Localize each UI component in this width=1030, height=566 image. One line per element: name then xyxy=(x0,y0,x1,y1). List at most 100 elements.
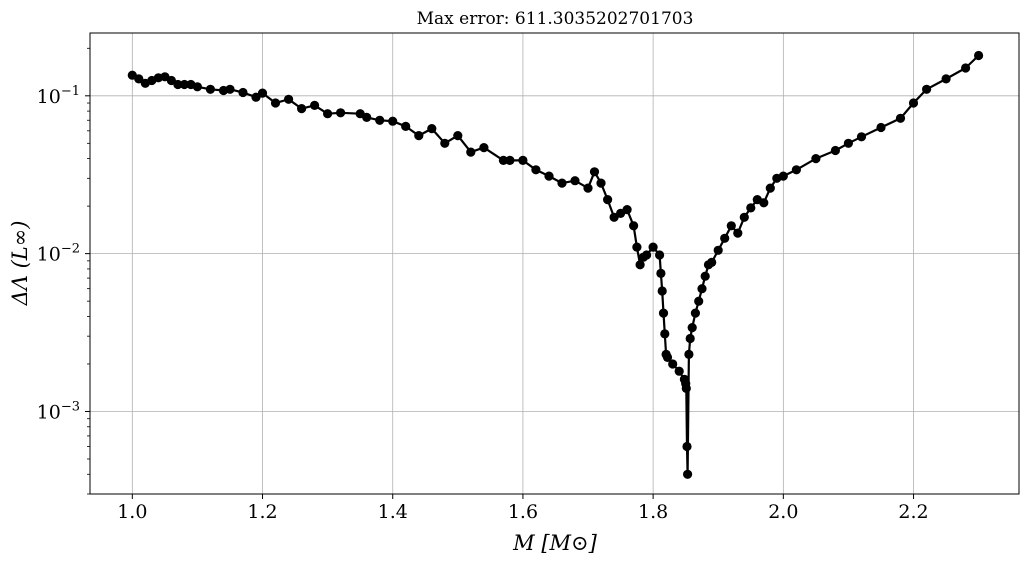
data-point xyxy=(179,79,189,90)
x-tick-label: 1.4 xyxy=(378,501,408,523)
data-point xyxy=(622,205,632,215)
data-point xyxy=(726,221,736,231)
y-axis-label: ΔΛ (L∞) xyxy=(8,221,32,307)
data-point xyxy=(707,257,717,267)
data-point xyxy=(895,113,906,123)
data-point xyxy=(856,132,867,142)
series-layer xyxy=(127,50,984,479)
data-point xyxy=(544,171,554,181)
data-point xyxy=(690,308,701,318)
y-tick-label: 10−2 xyxy=(37,242,80,266)
data-point xyxy=(733,228,743,238)
data-point xyxy=(603,195,613,205)
data-point xyxy=(656,268,666,278)
data-point xyxy=(908,98,919,108)
chart-title: Max error: 611.3035202701703 xyxy=(417,9,694,29)
y-tick-label: 10−3 xyxy=(37,399,80,423)
x-tick-label: 1.8 xyxy=(638,501,668,523)
series-line xyxy=(131,54,980,476)
data-point xyxy=(596,178,606,188)
data-point xyxy=(238,87,248,98)
data-point xyxy=(632,242,642,252)
data-point xyxy=(657,286,667,296)
data-point xyxy=(557,178,567,188)
data-point xyxy=(401,121,411,131)
data-point xyxy=(961,63,971,73)
x-tick-label: 1.2 xyxy=(247,501,277,523)
data-point xyxy=(791,165,802,175)
data-point xyxy=(700,271,710,281)
data-point xyxy=(685,333,695,344)
data-point xyxy=(830,145,841,156)
data-point xyxy=(173,79,183,90)
data-point xyxy=(765,183,775,193)
data-point xyxy=(746,203,756,213)
data-point xyxy=(660,329,670,339)
data-point xyxy=(427,124,437,134)
data-point xyxy=(270,98,281,108)
data-point xyxy=(310,100,320,110)
data-point xyxy=(440,138,450,148)
data-point xyxy=(922,84,932,94)
data-point xyxy=(505,155,515,165)
data-point xyxy=(589,167,600,177)
x-axis-label: M [M⊙] xyxy=(512,531,597,555)
data-point xyxy=(843,138,854,148)
plot-frame xyxy=(89,32,1020,495)
data-point xyxy=(684,349,694,359)
data-point xyxy=(297,104,307,114)
data-point xyxy=(570,176,580,186)
data-point xyxy=(683,469,693,479)
data-point xyxy=(697,284,707,294)
data-point xyxy=(713,245,723,255)
data-point xyxy=(876,122,886,133)
data-point xyxy=(759,198,769,208)
data-point xyxy=(682,441,692,452)
data-point xyxy=(336,108,346,118)
data-point xyxy=(974,50,984,61)
data-point xyxy=(778,171,788,181)
data-point xyxy=(531,165,541,175)
x-tick-label: 1.0 xyxy=(117,501,147,523)
data-point xyxy=(466,147,476,157)
x-tick-label: 1.6 xyxy=(508,501,538,523)
data-point xyxy=(655,250,665,260)
data-point xyxy=(518,155,528,165)
data-point xyxy=(739,212,749,222)
data-point xyxy=(453,131,463,141)
data-point xyxy=(720,233,730,243)
data-point xyxy=(225,84,235,94)
data-point xyxy=(205,84,215,94)
data-point xyxy=(658,308,669,318)
data-point xyxy=(479,143,489,153)
data-point xyxy=(257,88,268,98)
grid xyxy=(90,33,1019,494)
data-point xyxy=(414,131,424,141)
data-point xyxy=(375,115,385,125)
data-point xyxy=(648,242,658,252)
data-point xyxy=(284,94,294,104)
data-point xyxy=(681,383,691,393)
data-point xyxy=(668,359,678,369)
data-point xyxy=(694,296,704,306)
data-point xyxy=(323,109,333,119)
data-point xyxy=(134,74,144,84)
data-point xyxy=(629,221,639,231)
x-tick-label: 2.2 xyxy=(898,501,928,523)
data-point xyxy=(192,82,202,92)
ticks: 1.0 1.2 1.4 1.6 1.8 2.0 2.2 10−3 10−2 10−1 xyxy=(37,47,929,523)
data-point xyxy=(674,366,684,376)
data-point xyxy=(642,250,652,260)
x-tick-label: 2.0 xyxy=(768,501,798,523)
data-point xyxy=(498,155,508,165)
data-point xyxy=(662,352,673,362)
data-point xyxy=(811,154,821,164)
data-point xyxy=(362,112,372,122)
y-tick-label: 10−1 xyxy=(37,84,80,108)
data-point xyxy=(687,323,697,333)
data-point xyxy=(941,74,951,84)
data-point xyxy=(388,116,398,126)
data-point xyxy=(635,260,645,270)
